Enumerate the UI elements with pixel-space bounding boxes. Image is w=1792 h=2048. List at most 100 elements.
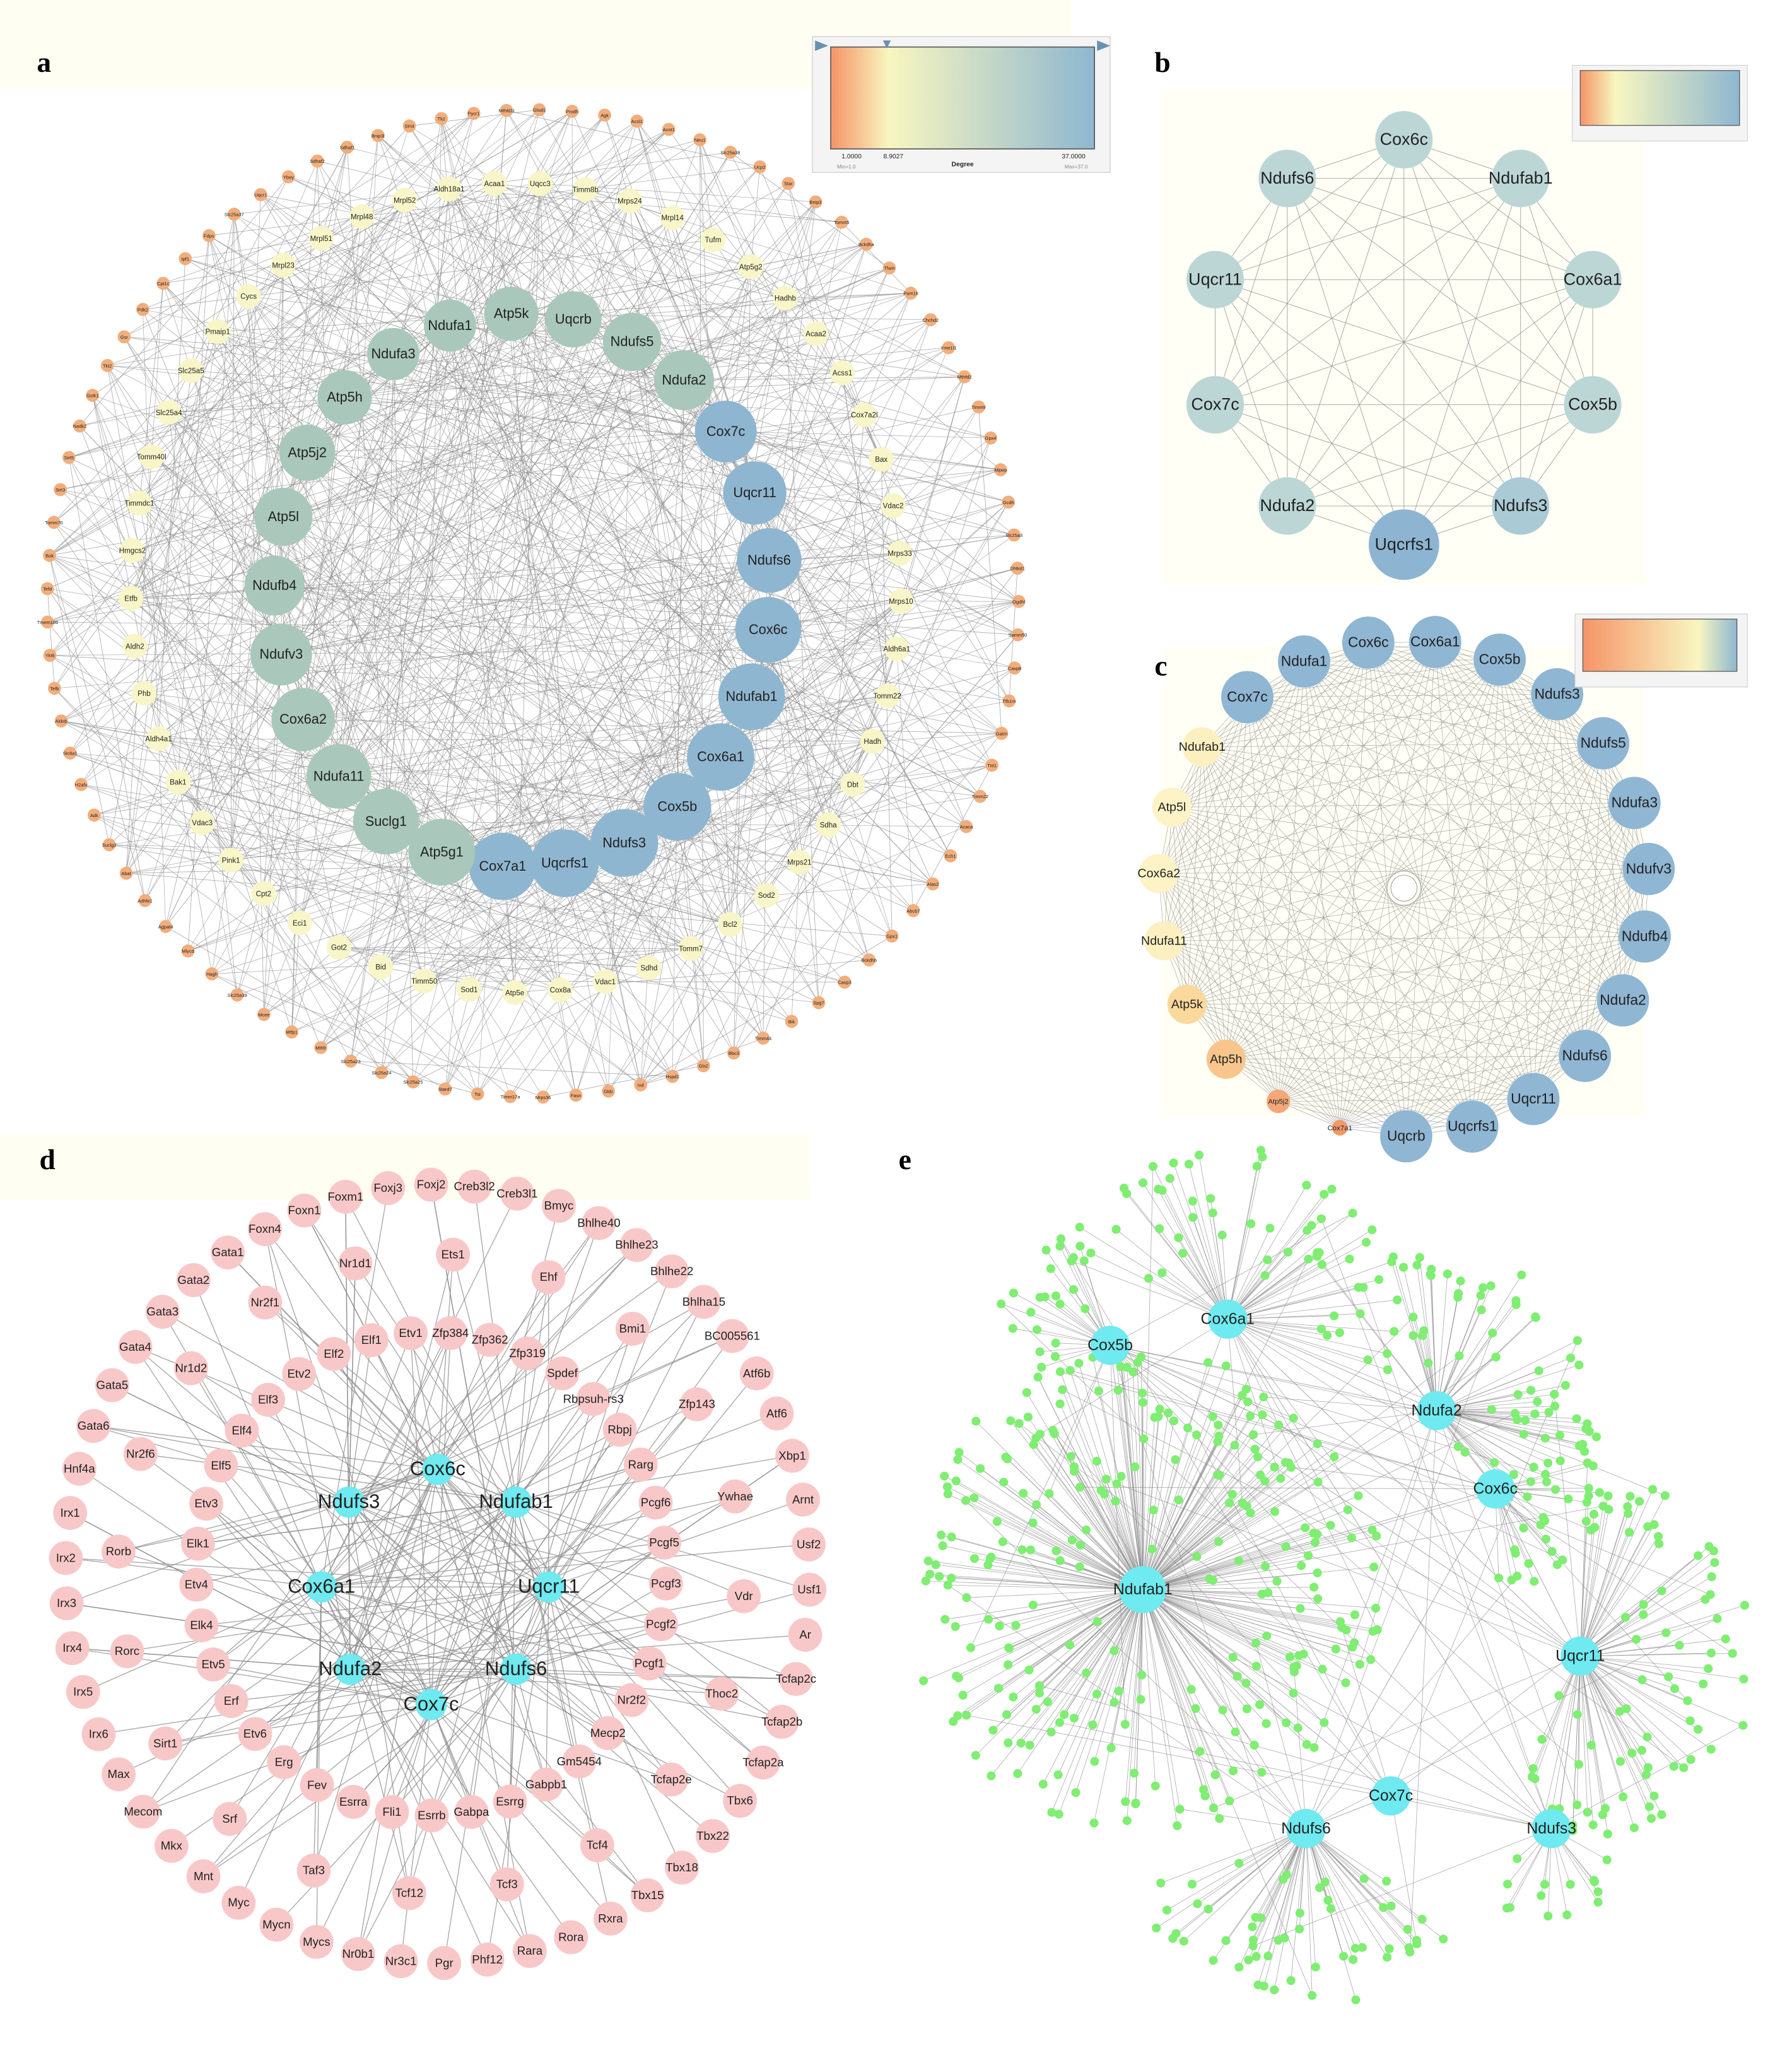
edge: [1142, 1589, 1287, 1723]
mirna-node: [1424, 1358, 1433, 1368]
edge: [348, 1502, 609, 1734]
edge: [274, 585, 1018, 635]
edge: [142, 309, 159, 739]
node: [590, 1715, 625, 1750]
mirna-node: [1343, 1505, 1352, 1514]
edge: [1321, 1264, 1496, 1490]
edge: [1186, 1004, 1340, 1128]
mirna-node: [1074, 1358, 1084, 1368]
edge: [763, 649, 898, 1039]
node-label: Ar: [799, 1628, 811, 1641]
edge: [49, 555, 110, 845]
node-label: Atp5e: [505, 989, 524, 997]
mirna-node: [1661, 1628, 1671, 1637]
edge: [1080, 1486, 1496, 1490]
edge: [94, 815, 478, 1095]
mirna-node: [1654, 1539, 1664, 1548]
edge: [1142, 1474, 1261, 1590]
node-label: Gata6: [78, 1419, 110, 1432]
edge: [1226, 743, 1603, 1060]
mirna-node: [1025, 1740, 1034, 1750]
mirna-node: [1122, 1816, 1132, 1825]
node: [213, 1802, 247, 1836]
edge: [1278, 659, 1500, 1102]
node-label: Cox7a1: [1328, 1124, 1352, 1132]
edge: [1579, 1501, 1640, 1657]
edge: [1060, 1371, 1144, 1590]
node-label: Mrps24: [618, 198, 642, 206]
mirna-node: [1089, 1818, 1099, 1828]
mirna-node: [947, 1533, 956, 1542]
edge: [1306, 1488, 1496, 1829]
mirna-node: [1369, 1562, 1379, 1572]
mirna-node: [1272, 1577, 1282, 1586]
edge: [165, 1704, 431, 1745]
node: [874, 683, 900, 709]
node-label: Mrps36: [536, 1095, 551, 1100]
node: [1561, 1636, 1600, 1676]
edge: [47, 588, 382, 1073]
edge: [1584, 743, 1604, 1056]
mirna-node: [1550, 1401, 1560, 1411]
node-label: Timmdc1: [124, 500, 154, 507]
edge: [139, 266, 751, 503]
mirna-node: [1133, 1358, 1142, 1367]
mirna-node: [1046, 1264, 1055, 1273]
mirna-node: [921, 1576, 930, 1586]
mirna-node: [1243, 1397, 1253, 1406]
mirna-node: [1622, 1704, 1631, 1714]
node-label: Cox7a2l: [851, 412, 877, 420]
mirna-node: [1075, 1562, 1084, 1572]
edge: [47, 585, 275, 623]
mirna-node: [1453, 1293, 1463, 1302]
edge: [935, 1564, 1143, 1590]
edge: [165, 926, 445, 1090]
mirna-node: [1648, 1485, 1658, 1494]
node-label: Tmem186: [37, 620, 58, 625]
edge: [140, 1453, 322, 1587]
mirna-node: [1213, 1470, 1222, 1480]
mirna-node: [1230, 1440, 1239, 1450]
edge: [443, 1502, 517, 1963]
panel-label: b: [1154, 46, 1170, 78]
edge: [1227, 1213, 1353, 1320]
edge: [754, 469, 1001, 493]
node-label: Ywhae: [717, 1490, 753, 1503]
node: [737, 528, 802, 593]
edge: [1164, 746, 1203, 941]
edge: [1419, 1257, 1437, 1411]
edge: [901, 377, 965, 601]
mirna-node: [1055, 1367, 1065, 1377]
edge: [350, 1623, 662, 1670]
edge: [92, 395, 764, 1039]
mirna-node: [1029, 1440, 1038, 1449]
edge: [320, 238, 934, 885]
mirna-node: [1174, 1233, 1183, 1242]
node: [718, 1479, 753, 1514]
edge: [1159, 873, 1624, 1001]
edge: [750, 201, 816, 268]
mirna-node: [1540, 1880, 1549, 1889]
mirna-node: [1534, 1366, 1543, 1375]
edge: [303, 217, 673, 720]
edge: [281, 319, 931, 655]
edge: [385, 354, 394, 822]
node-label: Usf2: [797, 1538, 821, 1551]
edge: [1267, 1828, 1306, 1957]
edge: [1227, 1218, 1322, 1320]
edge: [604, 115, 630, 201]
edge: [1202, 746, 1645, 937]
node-label: Ndufs6: [1281, 1820, 1331, 1837]
edge: [274, 333, 816, 586]
node: [1332, 1119, 1348, 1136]
edge: [348, 1469, 438, 1503]
node-label: Mrpl51: [310, 235, 332, 243]
node: [457, 1169, 492, 1204]
mirna-node: [1313, 1568, 1322, 1577]
edge: [348, 1340, 372, 1502]
node: [705, 1676, 739, 1711]
edge: [1253, 1410, 1437, 1435]
edge: [185, 258, 450, 326]
edge: [1116, 1483, 1581, 1657]
node-label: Erf: [224, 1694, 240, 1707]
